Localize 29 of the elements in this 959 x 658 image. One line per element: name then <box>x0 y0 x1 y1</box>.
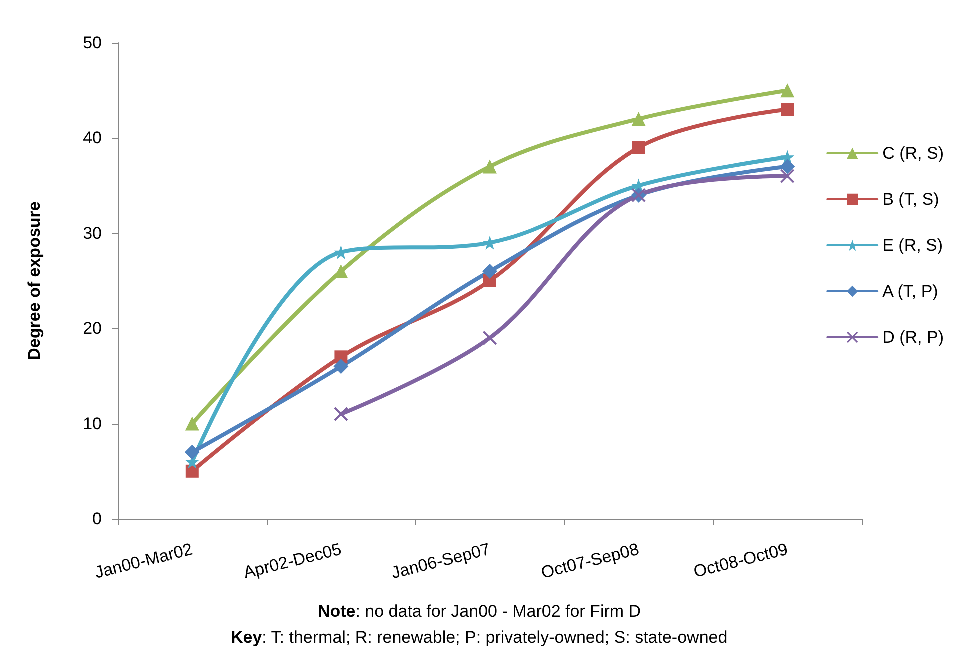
point <box>483 331 497 346</box>
point <box>632 112 646 126</box>
point <box>334 264 348 278</box>
y-tick-label: 40 <box>83 128 102 148</box>
point <box>780 169 795 184</box>
y-tick-label: 10 <box>83 414 102 434</box>
legend-label: D (R, P) <box>882 328 944 347</box>
legend-label: B (T, S) <box>882 190 940 209</box>
point <box>780 84 795 98</box>
y-tick-label: 30 <box>83 224 102 243</box>
y-axis-title: Degree of exposure <box>25 202 44 360</box>
text: Note: no data for Jan00 - Mar02 for Firm D <box>318 602 642 621</box>
legend-label: A (T, P) <box>882 282 938 301</box>
point <box>186 464 199 478</box>
point <box>483 160 497 174</box>
point <box>781 103 794 116</box>
legend-label: C (R, S) <box>882 144 944 163</box>
y-tick-label: 50 <box>83 34 102 52</box>
point <box>334 407 348 422</box>
point <box>632 141 646 154</box>
y-tick-label: 20 <box>83 319 102 338</box>
point <box>780 159 796 174</box>
text: Key: T: thermal; R: renewable; P: privately-owned; S: state-owned <box>230 628 728 647</box>
y-tick-label: 0 <box>92 510 102 528</box>
legend-label: E (R, S) <box>882 236 944 255</box>
point <box>185 416 200 431</box>
point <box>334 359 349 374</box>
point <box>482 264 498 279</box>
point <box>184 444 200 460</box>
